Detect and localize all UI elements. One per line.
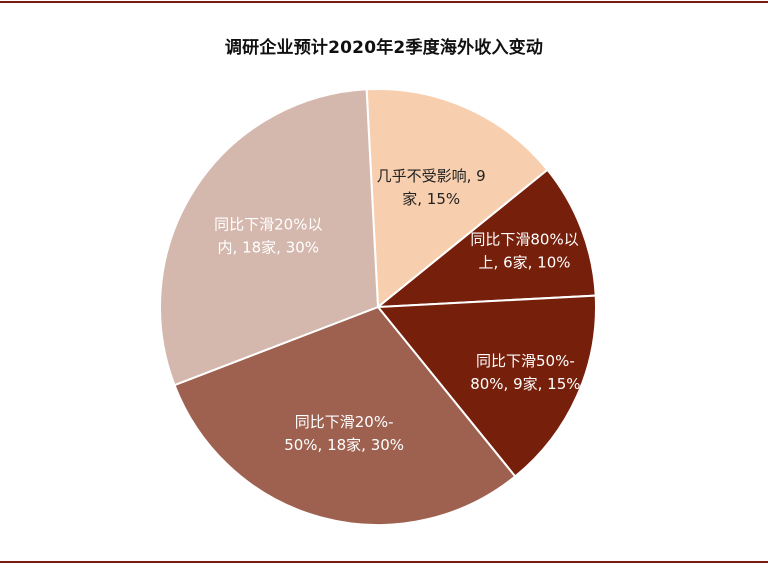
slice-label-4: 同比下滑20%- 50%, 18家, 30% — [284, 413, 404, 454]
slice-label-2: 同比下滑80%以上, 6家, 10% — [470, 230, 578, 271]
pie-slice-5 — [159, 88, 380, 387]
bottom-border-rule — [0, 561, 768, 563]
slice-label-line: 上, 6家, 10% — [479, 253, 571, 271]
chart-title: 调研企业预计2020年2季度海外收入变动 — [224, 38, 544, 58]
slice-label-line: 家, 15% — [402, 190, 460, 208]
pie-slice-4 — [173, 305, 517, 526]
slice-label-line: 50%, 18家, 30% — [284, 436, 404, 454]
slice-label-3: 同比下滑50%- 80%, 9家, 15% — [470, 352, 580, 393]
pie-slice-3 — [375, 294, 597, 478]
slice-label-line: 内, 18家, 30% — [218, 238, 320, 256]
slice-label-1: 几乎不受影响, 9 家, 15% — [377, 167, 486, 208]
pie-labels: 几乎不受影响, 9 家, 15% 同比下滑80%以上, 6家, 10% 同比下滑50%… — [214, 167, 580, 454]
slice-label-line: 80%, 9家, 15% — [470, 375, 580, 393]
slice-label-line: 几乎不受影响, 9 — [377, 167, 486, 185]
slice-label-line: 同比下滑20%以 — [214, 215, 322, 233]
slice-label-5: 同比下滑20%以内, 18家, 30% — [214, 215, 322, 256]
top-border-rule — [0, 1, 768, 3]
slice-label-line: 同比下滑50%- — [476, 352, 575, 370]
slice-label-line: 同比下滑20%- — [295, 413, 394, 431]
slice-label-line: 同比下滑80%以 — [470, 230, 578, 248]
pie-slices — [159, 88, 597, 526]
pie-slice-1 — [365, 88, 549, 310]
pie-slice-2 — [374, 168, 597, 309]
